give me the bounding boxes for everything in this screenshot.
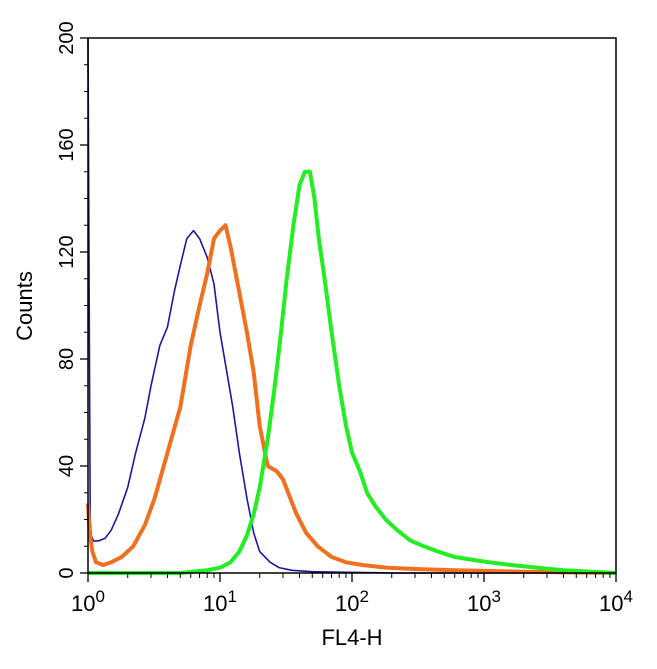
series-line-3	[88, 169, 617, 575]
series-layer	[86, 37, 617, 575]
x-tick-label: 102	[335, 587, 369, 616]
x-tick-label: 101	[203, 587, 237, 616]
x-tick-label: 103	[467, 587, 501, 616]
y-axis-label: Counts	[12, 271, 37, 341]
y-tick-label: 160	[56, 128, 78, 161]
y-tick-label: 0	[56, 567, 78, 578]
y-tick-label: 80	[56, 348, 78, 370]
series-line-1	[87, 37, 616, 574]
x-tick-label: 104	[599, 587, 633, 616]
axes-layer: 0 40 80 120 160 200 100 101 102 103 104	[56, 21, 633, 616]
x-tick-label: 100	[71, 587, 105, 616]
x-axis-label: FL4-H	[321, 625, 382, 650]
y-tick-label: 200	[56, 21, 78, 54]
y-tick-label: 40	[56, 455, 78, 477]
y-tick-label: 120	[56, 235, 78, 268]
series-line-2	[86, 223, 617, 575]
